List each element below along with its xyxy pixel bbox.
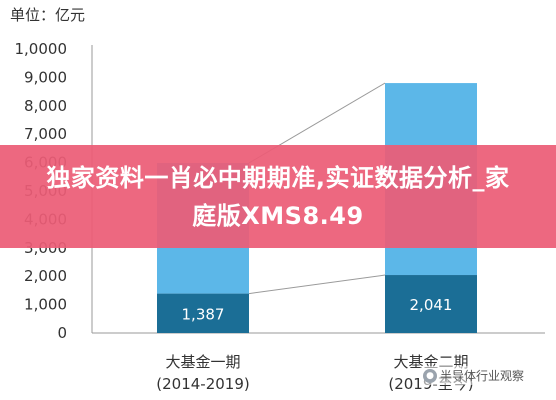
bar-data-label: 2,041 [410, 296, 453, 314]
bar-data-label: 1,387 [182, 305, 225, 323]
unit-label: 单位：亿元 [10, 6, 85, 24]
y-tick-label: 2,000 [24, 267, 67, 285]
y-tick-label: 0 [57, 324, 67, 342]
category-label: 大基金一期 [165, 353, 240, 371]
y-tick-label: 1,0000 [15, 40, 68, 58]
y-tick-label: 9,000 [24, 68, 67, 86]
bar-segment-bottom [385, 275, 477, 333]
promo-banner: 独家资料一肖必中期期准,实证数据分析_家庭版XMS8.49 [0, 145, 556, 248]
y-tick-label: 8,000 [24, 97, 67, 115]
banner-text: 独家资料一肖必中期期准,实证数据分析_家庭版XMS8.49 [46, 163, 510, 230]
watermark: ● 半导体行业观察 [420, 366, 528, 385]
watermark-text: 半导体行业观察 [440, 369, 525, 383]
connector-line-bottom [248, 274, 386, 295]
category-sublabel: (2014-2019) [156, 375, 249, 393]
y-tick-label: 1,000 [24, 296, 67, 314]
wechat-icon: ● [423, 368, 437, 383]
y-tick-label: 7,000 [24, 125, 67, 143]
bar-segment-bottom [157, 293, 249, 333]
